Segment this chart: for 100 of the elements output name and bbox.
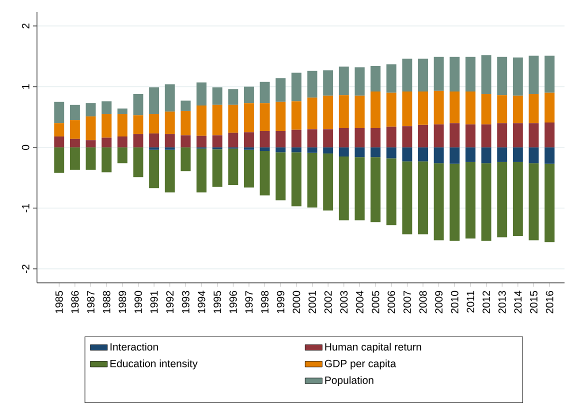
bar [228, 105, 238, 133]
bar [386, 148, 396, 158]
y-tick-label: 1 [22, 84, 30, 89]
legend-label: Education intensity [110, 360, 198, 370]
bar [307, 98, 318, 130]
bar [149, 150, 160, 188]
bar [481, 163, 492, 242]
bar [276, 148, 286, 152]
bar [260, 151, 270, 196]
bar [465, 148, 476, 162]
bar [54, 136, 64, 148]
bar [86, 116, 96, 140]
y-tick-label: 0 [22, 145, 30, 150]
bar [338, 148, 349, 157]
bar [512, 162, 523, 236]
bar [276, 152, 286, 200]
x-tick-label: 1995 [214, 291, 222, 314]
bar [465, 57, 476, 92]
bar [180, 111, 191, 136]
bar [196, 136, 206, 148]
x-tick-label: 1996 [229, 291, 237, 314]
bar [212, 105, 222, 136]
bar [370, 92, 381, 128]
bar [180, 100, 191, 112]
bar [212, 149, 222, 187]
bar [133, 115, 144, 134]
x-tick-label: 1991 [150, 291, 158, 314]
x-tick-label: 2009 [435, 291, 443, 314]
bar [164, 134, 175, 148]
bar [354, 67, 365, 96]
bar [528, 94, 539, 124]
bar [434, 163, 444, 240]
bar [338, 128, 349, 148]
bar [291, 130, 302, 148]
bar [354, 148, 365, 158]
bar [338, 66, 349, 96]
bar [544, 164, 555, 242]
bar [386, 92, 396, 127]
bar [481, 124, 492, 148]
bar [450, 148, 460, 164]
bar [228, 132, 238, 148]
x-tick-label: 2004 [356, 290, 364, 314]
bar [544, 122, 555, 148]
bar [434, 148, 444, 164]
bar [164, 84, 175, 112]
bar [70, 148, 80, 170]
bar [370, 128, 381, 148]
bar [323, 154, 334, 211]
x-tick-label: 1990 [134, 291, 142, 314]
bar [402, 92, 412, 126]
x-tick-label: 2012 [482, 291, 490, 314]
x-tick-label: 2014 [514, 290, 522, 314]
y-tick-label: -2 [22, 264, 30, 274]
bar [528, 148, 539, 164]
bar [481, 148, 492, 164]
bar [512, 96, 523, 124]
bar [86, 140, 96, 148]
bar [402, 162, 412, 234]
bar [512, 58, 523, 96]
bar [133, 94, 144, 116]
bar [307, 152, 318, 208]
bar [228, 89, 238, 106]
bar [307, 129, 318, 148]
x-tick-label: 1988 [102, 291, 110, 314]
bar [450, 123, 460, 148]
bar [54, 102, 64, 124]
bar [196, 106, 206, 136]
bar [244, 103, 254, 132]
x-tick-label: 2002 [324, 291, 332, 314]
bar [276, 131, 286, 148]
x-tick-label: 2006 [388, 291, 396, 314]
bar [260, 148, 270, 152]
x-tick-label: 2007 [403, 291, 411, 314]
bar [402, 148, 412, 162]
x-tick-label: 1985 [55, 291, 63, 314]
x-tick-label: 1986 [71, 291, 79, 314]
bar [354, 157, 365, 220]
bar [434, 57, 444, 92]
bar [528, 163, 539, 240]
bar [418, 148, 428, 162]
bar [418, 162, 428, 234]
bar [323, 70, 334, 96]
bar [465, 92, 476, 124]
bar [544, 56, 555, 93]
x-tick-label: 1992 [166, 291, 174, 314]
bar [117, 148, 128, 164]
bar [164, 112, 175, 134]
bar [386, 158, 396, 226]
bar [418, 92, 428, 126]
bar [291, 148, 302, 152]
bar [54, 123, 64, 137]
x-tick-label: 2005 [372, 291, 380, 314]
bar [481, 55, 492, 94]
bar [497, 162, 508, 238]
bar [244, 132, 254, 148]
bar [102, 138, 112, 148]
bar [497, 95, 508, 124]
bar [149, 134, 160, 148]
bar [307, 148, 318, 153]
bar [370, 66, 381, 92]
